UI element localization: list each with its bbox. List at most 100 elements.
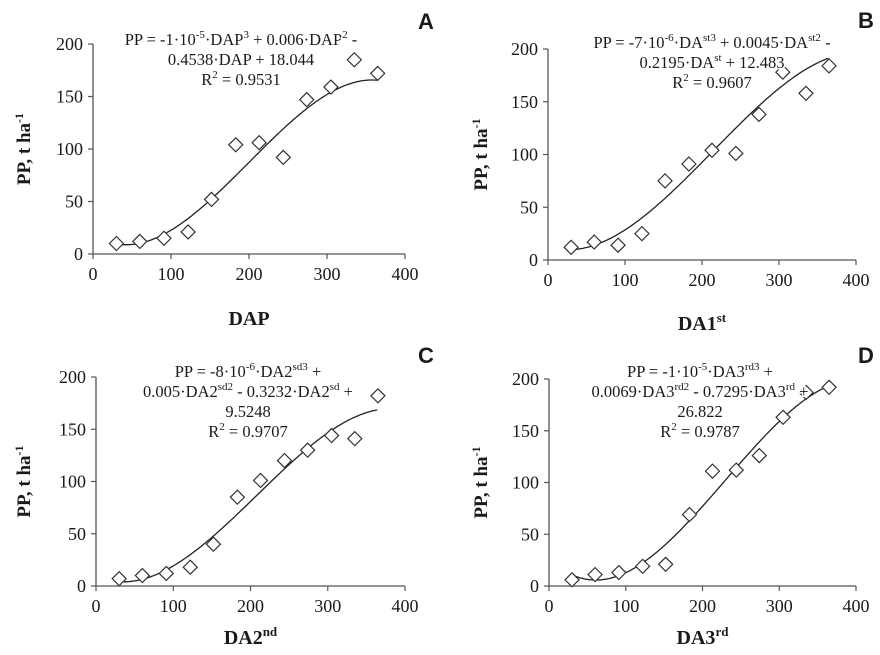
- y-tick-label: 100: [56, 139, 83, 159]
- x-tick-label: 200: [236, 264, 263, 284]
- x-tick-label: 100: [160, 596, 187, 616]
- y-tick-label: 0: [529, 250, 538, 270]
- data-point: [131, 233, 148, 250]
- equation-line: PP = -8·10-6·DA2sd3 +: [175, 361, 322, 381]
- data-point: [180, 224, 197, 240]
- x-axis-label: DA3rd: [677, 624, 730, 649]
- x-tick-label: 0: [544, 270, 553, 290]
- y-tick-label: 0: [74, 244, 83, 264]
- equation-line: PP = -1·10-5·DAP3 + 0.006·DAP2 -: [125, 29, 358, 49]
- x-tick-label: 300: [766, 596, 793, 616]
- equation-line: 0.005·DA2sd2 - 0.3232·DA2sd +: [143, 381, 353, 401]
- data-point: [369, 65, 386, 82]
- data-point: [610, 564, 627, 581]
- data-point: [323, 79, 339, 95]
- data-point: [751, 447, 768, 464]
- y-tick-label: 50: [521, 524, 539, 544]
- panel-c: 0 50 100 150 200 0 100 200 300 400 PP, t ha-1 DA2nd…: [12, 343, 434, 649]
- y-tick-label: 100: [511, 145, 538, 165]
- x-axis-label: DA1st: [678, 310, 727, 335]
- panel-d: 0 50 100 150 200 0 100 200 300 400 PP, t ha-1 DA3rd…: [469, 343, 874, 649]
- panel-b: 0 50 100 150 200 0 100 200 300 400 PP, t ha-1 DA1st…: [469, 8, 874, 335]
- data-point: [229, 489, 246, 506]
- equation-line: 26.822: [677, 402, 722, 421]
- y-tick-label: 150: [512, 421, 539, 441]
- y-tick-label: 100: [512, 473, 539, 493]
- x-tick-label: 400: [843, 596, 870, 616]
- equation-line: 0.4538·DAP + 18.044: [168, 50, 314, 69]
- x-tick-label: 0: [92, 596, 101, 616]
- data-point: [275, 149, 292, 166]
- equation-line: 0.0069·DA3rd2 - 0.7295·DA3rd +: [592, 381, 809, 401]
- x-tick-label: 200: [689, 596, 716, 616]
- equation-line: 0.2195·DAst + 12.483: [640, 52, 785, 72]
- y-tick-label: 0: [77, 576, 86, 596]
- y-axis-label: PP, t ha-1: [12, 113, 35, 185]
- data-point: [657, 556, 674, 573]
- y-axis-label: PP, t ha-1: [469, 446, 492, 518]
- data-point: [728, 462, 745, 478]
- data-point: [158, 565, 175, 582]
- equation-line: R2 = 0.9787: [660, 421, 739, 441]
- x-tick-label: 0: [89, 264, 98, 284]
- data-point: [798, 85, 814, 102]
- x-tick-label: 100: [612, 596, 639, 616]
- data-point: [634, 558, 651, 575]
- x-tick-label: 400: [392, 596, 419, 616]
- data-point: [798, 384, 814, 401]
- x-tick-label: 200: [689, 270, 716, 290]
- data-point: [182, 559, 199, 576]
- equation-line: PP = -7·10-6·DAst3 + 0.0045·DAst2 -: [593, 32, 830, 52]
- y-tick-label: 150: [59, 419, 86, 439]
- data-point: [252, 472, 269, 489]
- panel-a: 0 50 100 150 200 0 100 200 300 400 PP, t ha-1 DAP PP…: [12, 9, 434, 330]
- panel-label: D: [858, 343, 874, 368]
- data-point: [111, 570, 128, 587]
- data-point: [587, 566, 603, 583]
- data-point: [108, 235, 125, 252]
- x-tick-label: 400: [843, 270, 870, 290]
- x-tick-label: 100: [158, 264, 185, 284]
- data-point: [728, 145, 744, 162]
- data-point: [610, 237, 626, 254]
- equation-line: R2 = 0.9607: [672, 72, 751, 92]
- y-axis-label: PP, t ha-1: [12, 445, 35, 517]
- x-tick-label: 300: [314, 596, 341, 616]
- data-point: [821, 58, 837, 74]
- data-point: [634, 225, 650, 242]
- x-tick-label: 200: [237, 596, 264, 616]
- y-tick-label: 200: [512, 369, 539, 389]
- data-point: [751, 106, 767, 123]
- trendline: [116, 79, 377, 246]
- data-point: [251, 134, 267, 151]
- data-point: [704, 463, 721, 479]
- data-point: [704, 142, 720, 159]
- x-axis-label: DAP: [228, 308, 269, 330]
- equation-line: R2 = 0.9707: [208, 421, 287, 441]
- data-point: [346, 430, 363, 447]
- y-axis-label: PP, t ha-1: [469, 118, 492, 190]
- y-tick-label: 150: [56, 87, 83, 107]
- data-point: [156, 230, 172, 247]
- data-point: [203, 191, 220, 208]
- x-tick-label: 300: [766, 270, 793, 290]
- equation-line: PP = -1·10-5·DA3rd3 +: [627, 361, 773, 381]
- data-point: [657, 173, 673, 189]
- data-point: [775, 64, 791, 81]
- panel-label: A: [418, 9, 434, 34]
- data-point: [276, 452, 293, 469]
- x-tick-label: 100: [612, 270, 639, 290]
- data-point: [821, 379, 837, 396]
- data-point: [563, 239, 579, 256]
- data-point: [323, 427, 340, 444]
- y-tick-label: 200: [511, 39, 538, 59]
- y-tick-label: 200: [56, 34, 83, 54]
- x-tick-label: 400: [392, 264, 419, 284]
- equation-line: 9.5248: [225, 402, 270, 421]
- equation-line: R2 = 0.9531: [201, 69, 280, 89]
- data-point: [775, 409, 791, 426]
- y-tick-label: 100: [59, 472, 86, 492]
- trendline: [571, 57, 829, 251]
- data-point: [299, 442, 316, 458]
